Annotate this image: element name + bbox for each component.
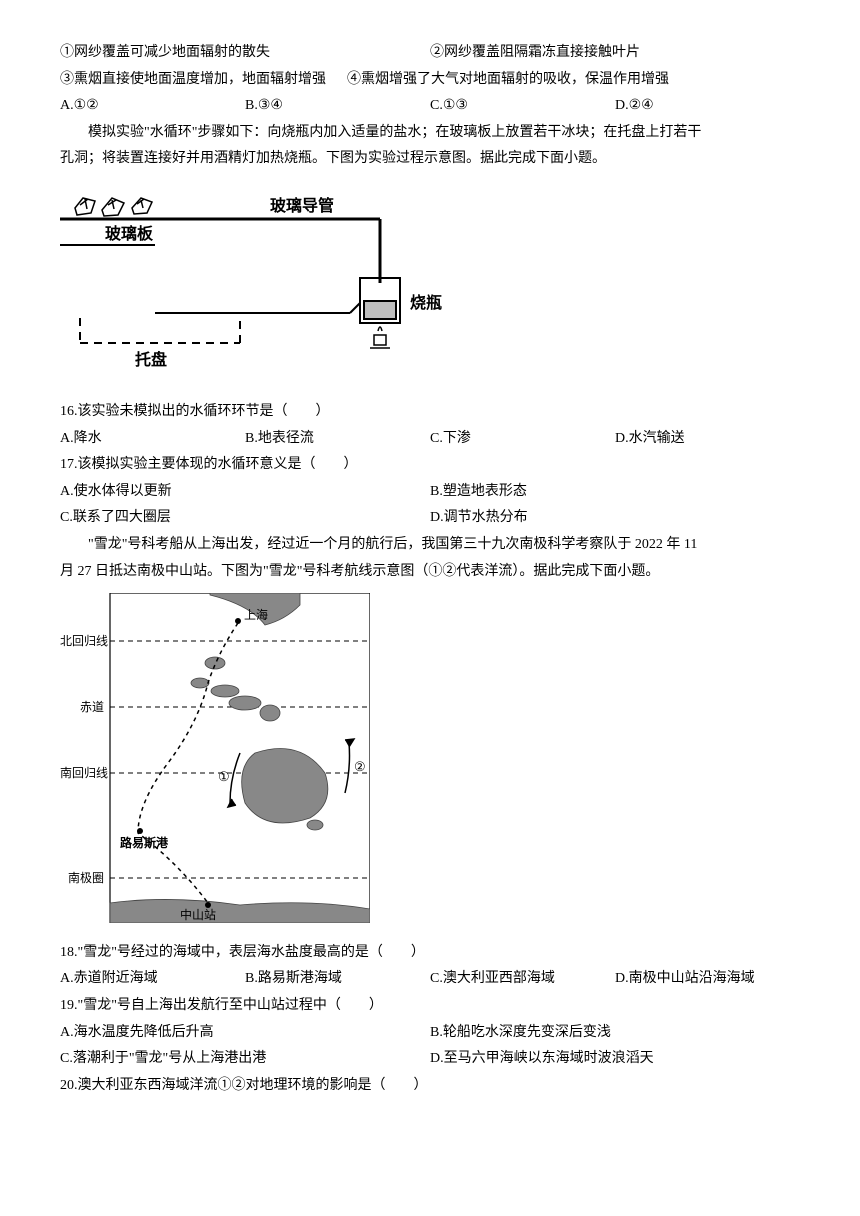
opt-a: A.①② xyxy=(60,93,245,120)
q16-a: A.降水 xyxy=(60,426,245,453)
options-row: A.①② B.③④ C.①③ D.②④ xyxy=(60,93,800,120)
passage2-line2: 月 27 日抵达南极中山站。下图为"雪龙"号科考航线示意图（①②代表洋流）。据此… xyxy=(60,559,800,586)
q18-options: A.赤道附近海域 B.路易斯港海域 C.澳大利亚西部海域 D.南极中山站沿海海域 xyxy=(60,966,800,993)
opt-c: C.①③ xyxy=(430,93,615,120)
q18-b: B.路易斯港海域 xyxy=(245,966,430,993)
label-tropic-capricorn: 南回归线 xyxy=(60,765,108,780)
q17-c: C.联系了四大圈层 xyxy=(60,505,430,532)
q16-options: A.降水 B.地表径流 C.下渗 D.水汽输送 xyxy=(60,426,800,453)
label-zhongshan: 中山站 xyxy=(180,907,216,922)
stmt-3-4: ③熏烟直接使地面温度增加，地面辐射增强 ④熏烟增强了大气对地面辐射的吸收，保温作… xyxy=(60,67,800,94)
label-glass-plate: 玻璃板 xyxy=(105,224,154,243)
q19-c: C.落潮利于"雪龙"号从上海港出港 xyxy=(60,1046,430,1073)
label-flask: 烧瓶 xyxy=(410,293,442,312)
q16-c: C.下渗 xyxy=(430,426,615,453)
q19-options: A.海水温度先降低后升高 B.轮船吃水深度先变深后变浅 C.落潮利于"雪龙"号从… xyxy=(60,1020,800,1073)
stmt-3: ③熏烟直接使地面温度增加，地面辐射增强 xyxy=(60,72,326,87)
label-tropic-cancer: 北回归线 xyxy=(60,634,108,648)
q19-a: A.海水温度先降低后升高 xyxy=(60,1020,430,1047)
passage1-line1: 模拟实验"水循环"步骤如下：向烧瓶内加入适量的盐水；在玻璃板上放置若干冰块；在托… xyxy=(60,120,800,147)
q18-c: C.澳大利亚西部海域 xyxy=(430,966,615,993)
label-current-1: ① xyxy=(218,769,230,784)
opt-d: D.②④ xyxy=(615,93,800,120)
opt-b: B.③④ xyxy=(245,93,430,120)
label-shanghai: 上海 xyxy=(244,607,268,622)
q20-text: 20.澳大利亚东西海域洋流①②对地理环境的影响是（ ） xyxy=(60,1073,800,1100)
q16-d: D.水汽输送 xyxy=(615,426,800,453)
q16-text: 16.该实验未模拟出的水循环环节是（ ） xyxy=(60,399,800,426)
stmt-4: ④熏烟增强了大气对地面辐射的吸收，保温作用增强 xyxy=(347,72,669,87)
stmt-2: ②网纱覆盖阻隔霜冻直接接触叶片 xyxy=(430,40,800,67)
passage2-line1: "雪龙"号科考船从上海出发，经过近一个月的航行后，我国第三十九次南极科学考察队于… xyxy=(60,532,800,559)
q17-d: D.调节水热分布 xyxy=(430,505,800,532)
q17-options: A.使水体得以更新 B.塑造地表形态 C.联系了四大圈层 D.调节水热分布 xyxy=(60,479,800,532)
q19-b: B.轮船吃水深度先变深后变浅 xyxy=(430,1020,800,1047)
label-equator: 赤道 xyxy=(80,700,104,714)
experiment-diagram: 玻璃板 玻璃导管 烧瓶 托盘 xyxy=(60,183,800,393)
q17-b: B.塑造地表形态 xyxy=(430,479,800,506)
q17-text: 17.该模拟实验主要体现的水循环意义是（ ） xyxy=(60,452,800,479)
route-map: 北回归线 赤道 南回归线 南极圈 上海 路易斯港 中山站 ① ② xyxy=(60,593,800,934)
label-tray: 托盘 xyxy=(135,350,167,369)
q16-b: B.地表径流 xyxy=(245,426,430,453)
label-glass-tube: 玻璃导管 xyxy=(270,196,334,215)
q18-text: 18."雪龙"号经过的海域中，表层海水盐度最高的是（ ） xyxy=(60,940,800,967)
label-current-2: ② xyxy=(354,759,366,774)
passage1-line2: 孔洞；将装置连接好并用酒精灯加热烧瓶。下图为实验过程示意图。据此完成下面小题。 xyxy=(60,146,800,173)
stmt-1: ①网纱覆盖可减少地面辐射的散失 xyxy=(60,40,430,67)
statements-block: ①网纱覆盖可减少地面辐射的散失 ②网纱覆盖阻隔霜冻直接接触叶片 xyxy=(60,40,800,67)
q19-text: 19."雪龙"号自上海出发航行至中山站过程中（ ） xyxy=(60,993,800,1020)
q18-d: D.南极中山站沿海海域 xyxy=(615,966,800,993)
label-antarctic-circle: 南极圈 xyxy=(68,870,104,885)
q17-a: A.使水体得以更新 xyxy=(60,479,430,506)
label-port-louis: 路易斯港 xyxy=(120,835,169,850)
q18-a: A.赤道附近海域 xyxy=(60,966,245,993)
q19-d: D.至马六甲海峡以东海域时波浪滔天 xyxy=(430,1046,800,1073)
